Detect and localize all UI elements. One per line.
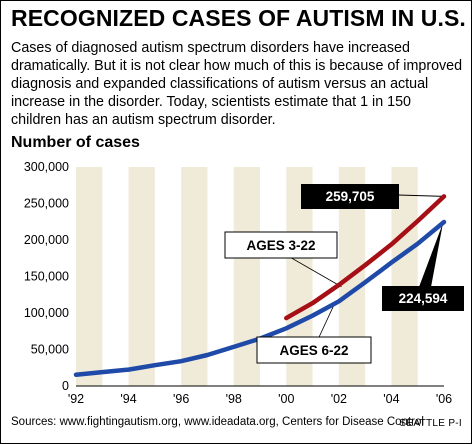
x-tick-label: '02 — [331, 392, 347, 406]
credit-line: SEATTLE P-I — [399, 418, 462, 429]
x-tick-label: '96 — [173, 392, 189, 406]
y-tick-label: 200,000 — [24, 233, 69, 247]
value-callout-259705: 259,705 — [326, 189, 375, 204]
y-tick-label: 0 — [62, 379, 69, 393]
value-callout-box — [382, 286, 464, 311]
y-tick-label: 100,000 — [24, 306, 69, 320]
series-label-box — [224, 231, 338, 259]
sources-note: Sources: www.fightingautism.org, www.ide… — [11, 416, 424, 428]
y-axis-title: Number of cases — [11, 134, 140, 151]
grid-band — [76, 167, 103, 386]
y-tick-label: 50,000 — [31, 343, 69, 357]
series-line-ages-3-22 — [284, 194, 447, 321]
y-tick-label: 250,000 — [24, 197, 69, 211]
y-tick-label: 300,000 — [24, 160, 69, 174]
value-callout-box — [301, 184, 399, 209]
x-tick-label: '06 — [436, 392, 452, 406]
series-label-box — [256, 336, 372, 364]
x-tick-label: '92 — [68, 392, 84, 406]
series-label-ages-3-22: AGES 3-22 — [246, 238, 315, 253]
grid-band — [233, 167, 260, 386]
x-tick-label: '00 — [278, 392, 294, 406]
intro-text: Cases of diagnosed autism spectrum disor… — [11, 40, 463, 128]
value-pointer-259705 — [397, 194, 445, 197]
x-tick-label: '94 — [120, 392, 136, 406]
value-callout-224594: 224,594 — [399, 291, 448, 306]
x-tick-label: '04 — [383, 392, 399, 406]
page-title: RECOGNIZED CASES OF AUTISM IN U.S. — [11, 5, 466, 31]
grid-band — [181, 167, 208, 386]
grid-band — [128, 167, 155, 386]
y-tick-label: 150,000 — [24, 270, 69, 284]
x-tick-label: '98 — [226, 392, 242, 406]
series-label-ages-6-22: AGES 6-22 — [279, 343, 348, 358]
value-pointer-224594 — [419, 223, 443, 287]
